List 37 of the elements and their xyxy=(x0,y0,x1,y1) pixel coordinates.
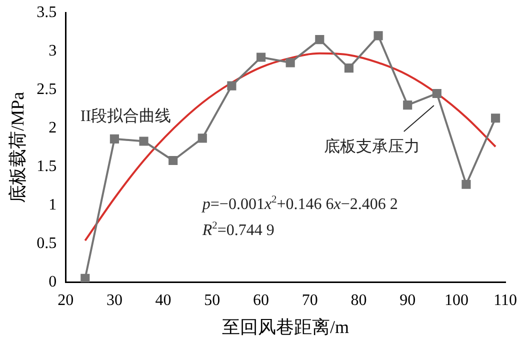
x-axis-title: 至回风巷距离/m xyxy=(222,316,349,337)
x-tick-label: 110 xyxy=(494,292,517,310)
y-axis-title: 底板载荷/MPa xyxy=(8,92,28,203)
y-tick-label: 0.5 xyxy=(36,234,57,252)
point xyxy=(344,64,354,73)
point xyxy=(315,35,324,44)
x-tick-label: 40 xyxy=(155,292,172,310)
y-tick-label: 3.5 xyxy=(36,4,57,21)
x-tick-label: 90 xyxy=(400,292,416,310)
series-label: II段拟合曲线 xyxy=(80,106,172,125)
series-label: 底板支承压力 xyxy=(324,137,420,156)
x-tick-label: 20 xyxy=(58,292,74,310)
point xyxy=(139,136,148,146)
x-tick-label: 70 xyxy=(302,292,318,310)
x-tick-label: 80 xyxy=(350,292,367,310)
y-tick-label: 0 xyxy=(48,273,57,290)
y-tick-label: 1 xyxy=(48,196,57,214)
point xyxy=(198,134,207,143)
point xyxy=(80,274,90,282)
point xyxy=(110,134,119,144)
x-tick-label: 60 xyxy=(253,292,270,310)
point xyxy=(256,52,266,62)
x-tick-label: 30 xyxy=(106,292,122,310)
point xyxy=(286,58,295,68)
x-tick-label: 50 xyxy=(204,292,220,310)
point xyxy=(462,180,471,189)
x-tick-label: 100 xyxy=(444,292,468,310)
point xyxy=(227,81,236,90)
point xyxy=(168,156,178,166)
point xyxy=(432,88,442,98)
y-tick-label: 2.5 xyxy=(36,80,57,98)
point xyxy=(403,100,412,110)
y-tick-label: 3 xyxy=(48,42,57,60)
y-tick-label: 2 xyxy=(48,119,57,136)
point xyxy=(490,114,500,123)
y-tick-label: 1.5 xyxy=(36,158,57,175)
point xyxy=(374,31,383,40)
